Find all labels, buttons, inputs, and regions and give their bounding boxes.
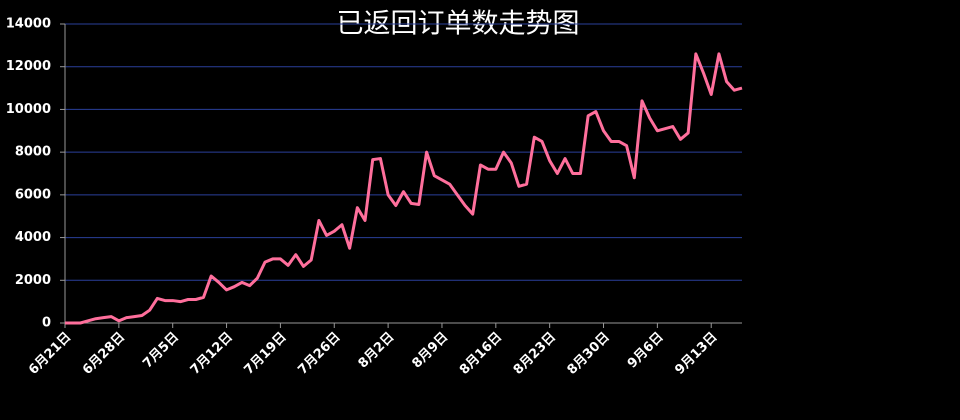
x-tick-label: 8月9日 <box>409 330 451 372</box>
line <box>65 52 743 325</box>
x-tick-label: 7月5日 <box>140 330 182 372</box>
x-tick-label: 9月6日 <box>625 330 667 372</box>
x-tick-label: 6月21日 <box>26 330 74 378</box>
x-tick-label: 8月23日 <box>511 330 559 378</box>
y-tick-label: 10000 <box>6 102 51 117</box>
x-tick-label: 6月28日 <box>80 330 128 378</box>
x-tick-label: 7月19日 <box>242 330 290 378</box>
y-tick-label: 8000 <box>15 145 51 160</box>
y-tick-label: 2000 <box>15 273 51 288</box>
y-tick-label: 4000 <box>15 230 51 245</box>
x-tick-label: 7月26日 <box>295 330 343 378</box>
y-tick-label: 14000 <box>6 17 51 32</box>
x-tick-label: 8月2日 <box>356 330 398 372</box>
x-tick-label: 7月12日 <box>188 330 236 378</box>
y-tick-label: 6000 <box>15 187 51 202</box>
x-tick-label: 9月13日 <box>672 330 720 378</box>
x-tick-label: 8月30日 <box>565 330 613 378</box>
y-tick-label: 0 <box>42 316 51 331</box>
x-tick-label: 8月16日 <box>457 330 505 378</box>
y-tick-label: 12000 <box>6 59 51 74</box>
